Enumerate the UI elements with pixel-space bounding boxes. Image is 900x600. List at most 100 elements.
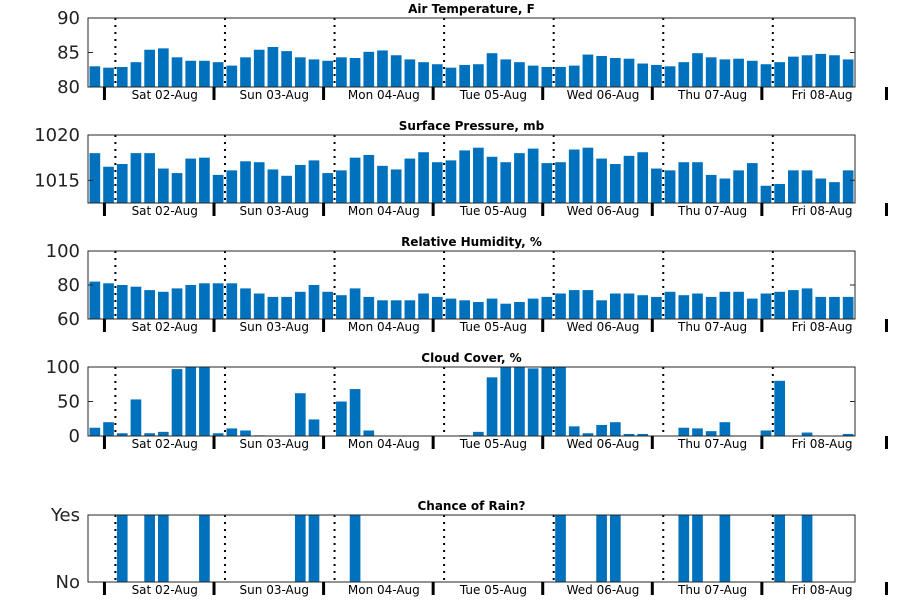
data-bar — [596, 300, 607, 319]
day-tick-mark — [541, 87, 545, 100]
day-label: Sat 02-Aug — [132, 583, 198, 597]
data-bar — [322, 60, 334, 87]
day-label: Wed 06-Aug — [567, 583, 640, 597]
data-bar — [89, 427, 101, 436]
data-bar — [514, 367, 525, 436]
day-label: Thu 07-Aug — [677, 437, 747, 451]
data-bar — [774, 380, 786, 436]
data-bar — [322, 291, 334, 319]
data-bar — [746, 60, 758, 87]
data-bar — [623, 155, 635, 203]
data-bar — [185, 367, 197, 436]
data-bar — [664, 170, 676, 203]
day-tick-mark — [431, 203, 435, 216]
data-bar — [199, 157, 210, 203]
data-bar — [363, 296, 375, 319]
data-bar — [431, 296, 443, 319]
day-tick-mark — [541, 582, 545, 595]
day-label: Sat 02-Aug — [132, 204, 198, 218]
day-label: Tue 05-Aug — [459, 437, 527, 451]
data-bar — [760, 64, 772, 87]
day-tick-mark — [322, 436, 326, 449]
data-bar — [212, 433, 224, 436]
day-tick-mark — [431, 319, 435, 332]
data-bar — [144, 433, 155, 436]
data-bar — [692, 428, 703, 436]
day-label: Fri 08-Aug — [792, 88, 853, 102]
day-tick-mark — [885, 319, 888, 332]
day-label: Mon 04-Aug — [348, 204, 420, 218]
y-tick-label: 1020 — [34, 125, 80, 146]
data-bar — [541, 163, 553, 203]
day-tick-mark — [102, 582, 106, 595]
data-bar — [500, 59, 512, 87]
day-tick-mark — [885, 87, 888, 100]
data-bar — [486, 298, 498, 319]
data-bar — [719, 422, 731, 436]
data-bar — [281, 175, 292, 203]
data-bar — [294, 164, 306, 203]
data-bar — [815, 178, 827, 203]
data-bar — [294, 57, 306, 87]
data-bar — [623, 293, 635, 319]
data-bar — [596, 515, 607, 582]
data-bar — [774, 183, 786, 203]
day-tick-mark — [650, 319, 654, 332]
data-bar — [240, 430, 251, 436]
data-bar — [774, 62, 786, 87]
data-bar — [349, 288, 361, 319]
day-tick-mark — [102, 436, 106, 449]
y-tick-label: Yes — [50, 505, 80, 526]
day-tick-mark — [650, 436, 654, 449]
data-bar — [500, 367, 512, 436]
data-bar — [527, 148, 539, 203]
data-bar — [103, 422, 114, 436]
data-bar — [281, 296, 292, 319]
data-bar — [171, 288, 183, 319]
data-bar — [746, 163, 758, 203]
day-tick-mark — [541, 319, 545, 332]
day-label: Sun 03-Aug — [240, 437, 309, 451]
data-bar — [130, 286, 142, 319]
data-bar — [199, 515, 210, 582]
data-bar — [349, 389, 361, 436]
day-label: Wed 06-Aug — [567, 437, 640, 451]
data-bar — [199, 283, 210, 319]
data-bar — [418, 62, 429, 87]
y-tick-label: 80 — [57, 77, 80, 98]
day-label: Tue 05-Aug — [459, 88, 527, 102]
data-bar — [473, 431, 484, 436]
data-bar — [842, 59, 854, 87]
data-bar — [678, 295, 690, 319]
data-bar — [473, 302, 484, 319]
data-bar — [692, 515, 703, 582]
data-bar — [130, 153, 142, 203]
data-bar — [89, 281, 101, 319]
data-bar — [240, 161, 251, 203]
data-bar — [609, 58, 621, 87]
data-bar — [116, 433, 128, 436]
data-bar — [267, 296, 279, 319]
data-bar — [253, 162, 265, 203]
data-bar — [760, 430, 772, 436]
data-bar — [801, 288, 813, 319]
chart-panel: Relative Humidity, % 60 80 100 Sat 02-Aug Sun… — [46, 235, 888, 334]
data-bar — [788, 170, 799, 203]
day-label: Sat 02-Aug — [132, 88, 198, 102]
data-bar — [760, 185, 772, 203]
day-label: Fri 08-Aug — [792, 583, 853, 597]
data-bar — [116, 515, 128, 582]
data-bar — [692, 293, 703, 319]
data-bar — [801, 55, 813, 87]
data-bar — [664, 291, 676, 319]
y-tick-label: 90 — [57, 8, 80, 29]
data-bar — [609, 515, 621, 582]
day-tick-mark — [102, 319, 106, 332]
data-bar — [116, 285, 128, 319]
data-bar — [733, 170, 744, 203]
day-tick-mark — [212, 436, 216, 449]
data-bar — [842, 433, 854, 436]
data-bar — [719, 178, 731, 203]
data-bar — [596, 158, 607, 203]
data-bar — [555, 66, 566, 87]
